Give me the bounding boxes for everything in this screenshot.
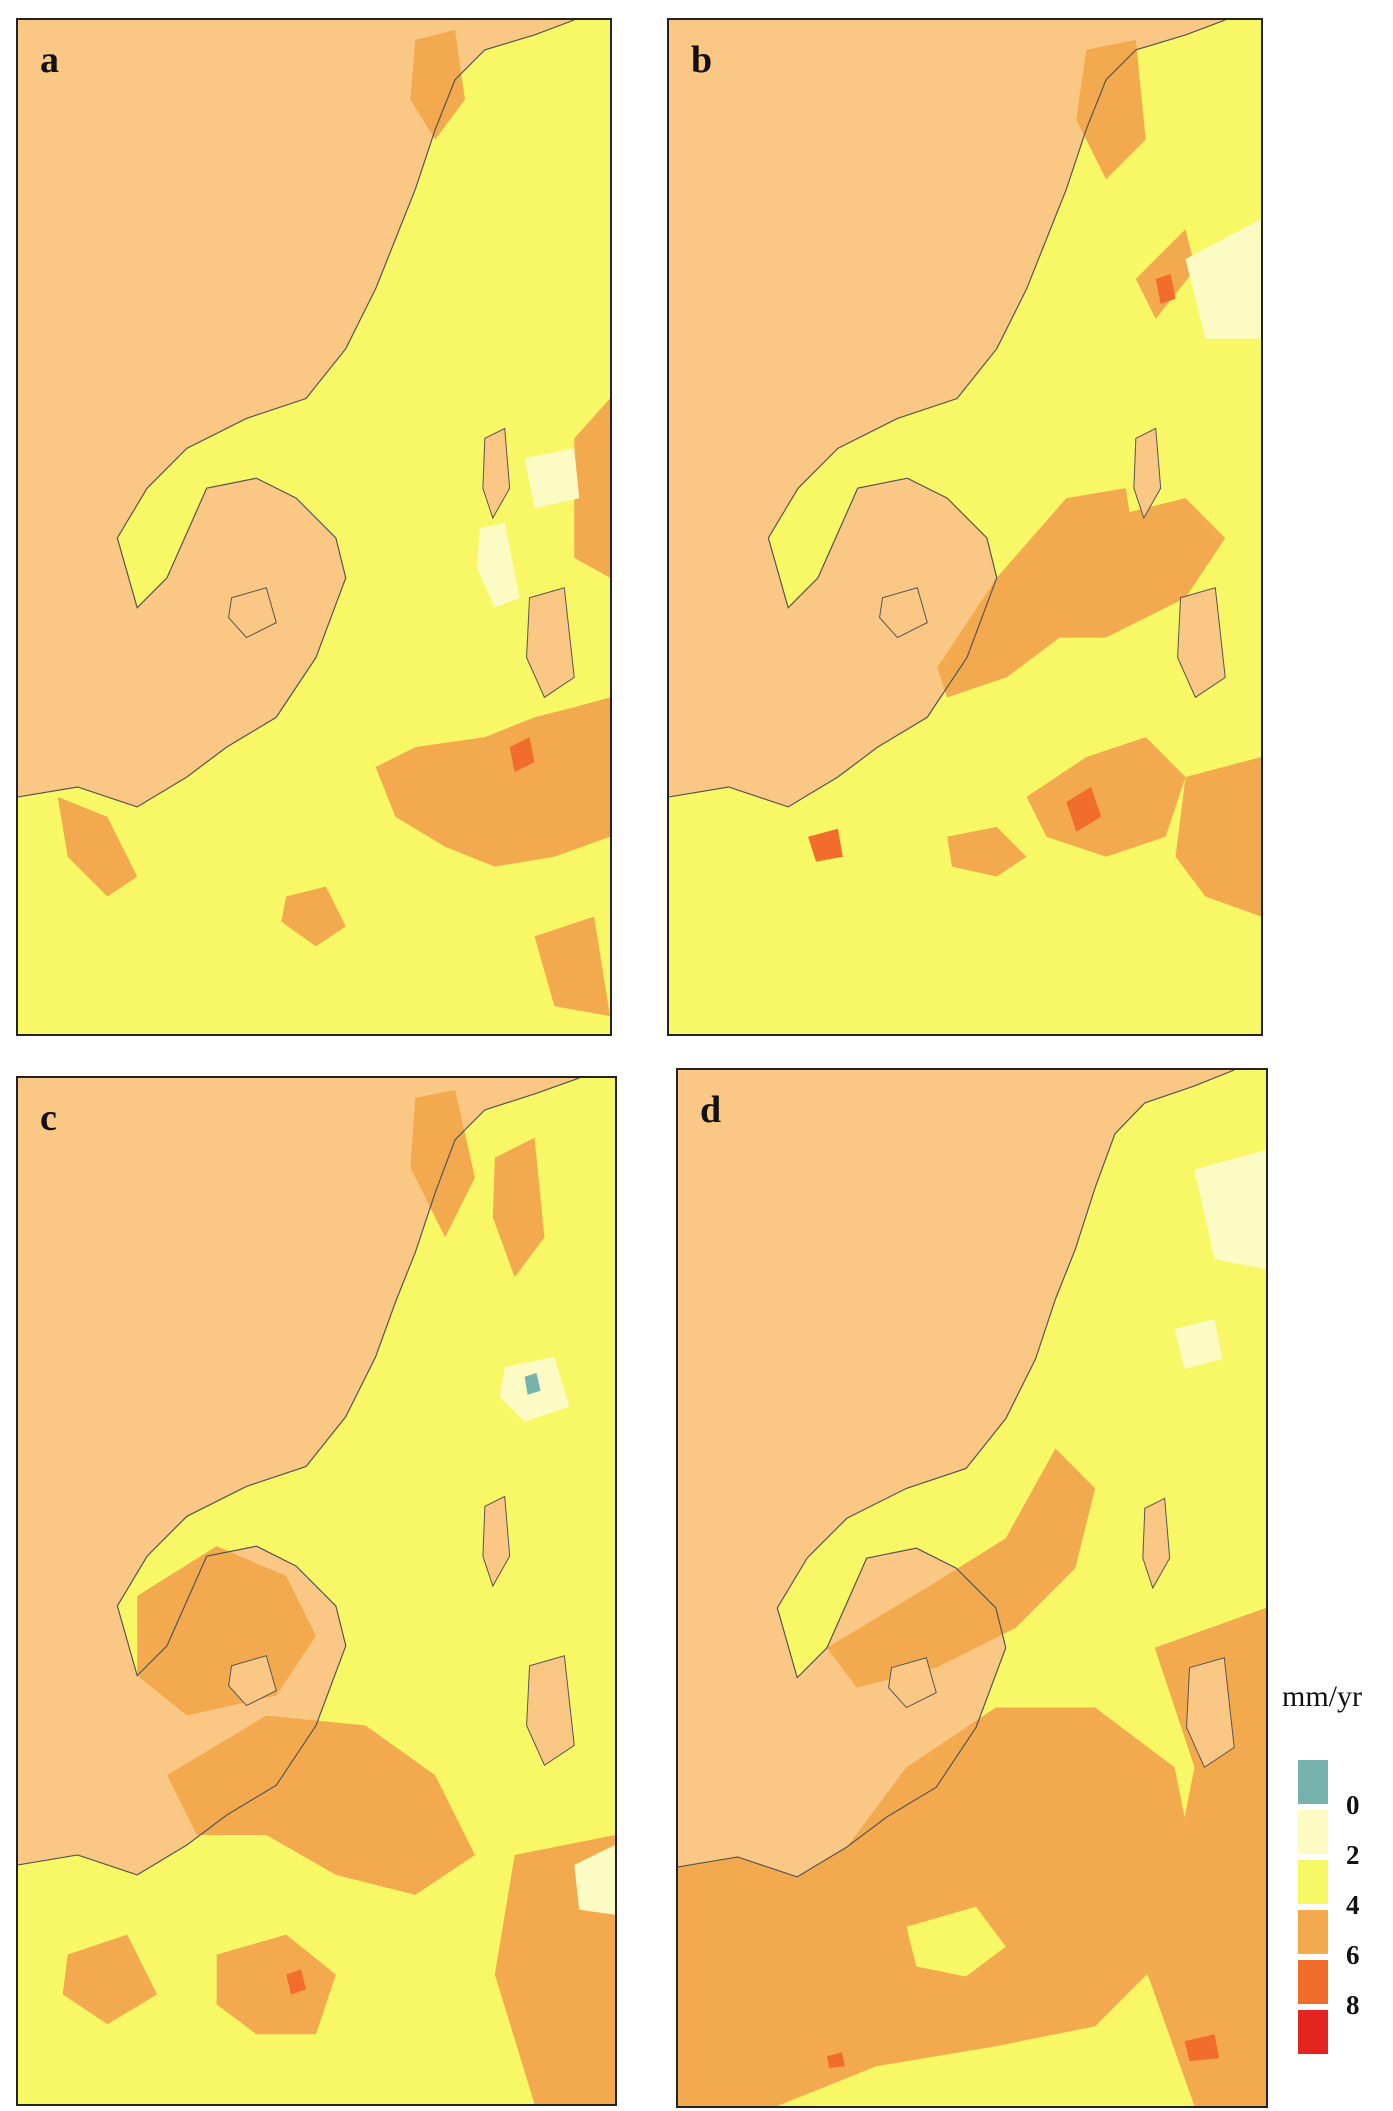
- legend-color-box: [1298, 1910, 1328, 1954]
- legend-color-box: [1298, 1860, 1328, 1904]
- sea-high-zone: [1026, 498, 1226, 638]
- map-panel-b: b: [667, 18, 1263, 1036]
- island-outline: [888, 1657, 937, 1709]
- coastline: [18, 20, 575, 808]
- sea-low-zone: [1185, 219, 1261, 339]
- sea-level-trend-map-d: [678, 1070, 1266, 2106]
- island-outline: [879, 587, 928, 639]
- legend-tick-label: 4: [1346, 1890, 1360, 1920]
- island-outline: [526, 1655, 575, 1767]
- sea-very-high-zone: [1155, 273, 1176, 304]
- island-outline: [482, 1495, 511, 1588]
- sea-high-zone: [57, 796, 138, 897]
- coastline: [678, 1070, 1235, 1878]
- coastline: [669, 20, 1226, 808]
- map-panel-a: a: [16, 18, 612, 1036]
- sea-low-zone: [574, 1845, 615, 1915]
- sea-high-zone: [216, 1934, 336, 2035]
- island-outline: [228, 1655, 277, 1707]
- sea-high-zone: [375, 697, 610, 867]
- legend-tick-label: 0: [1346, 1790, 1360, 1820]
- panel-label: d: [700, 1089, 722, 1131]
- sea-high-zone: [574, 398, 610, 578]
- sea-high-zone: [678, 1707, 1195, 2106]
- sea-high-zone: [534, 916, 610, 1017]
- island-outline: [1177, 587, 1226, 699]
- sea-high-zone: [947, 826, 1027, 877]
- legend-tick-label: 6: [1346, 1940, 1360, 1970]
- sea-high-zone: [410, 1089, 475, 1238]
- sea-very-high-zone: [509, 737, 535, 773]
- sea-high-zone: [281, 886, 346, 947]
- sea-high-zone: [1026, 737, 1186, 857]
- sea-very-high-zone: [1184, 2034, 1220, 2062]
- sea-high-zone: [62, 1934, 158, 2025]
- sea-high-zone: [1135, 229, 1196, 319]
- sea-level-trend-map-c: [18, 1078, 615, 2104]
- island-outline: [1186, 1657, 1235, 1769]
- panel-label: b: [691, 39, 713, 81]
- sea-very-high-zone: [1066, 786, 1102, 832]
- legend-color-box: [1298, 1760, 1328, 1804]
- sea-level-trend-map-a: [18, 20, 610, 1034]
- island-outline: [526, 587, 575, 699]
- color-legend: mm/yr 0 2 4 6 8: [1270, 1680, 1390, 2100]
- legend-color-box: [1298, 2010, 1328, 2054]
- sea-mid-zone: [906, 1906, 1006, 1977]
- sea-low-zone: [1194, 1149, 1266, 1270]
- sea-high-zone: [167, 1715, 475, 1895]
- map-panel-d: d: [676, 1068, 1268, 2108]
- island-outline: [1133, 427, 1162, 520]
- island-outline: [1142, 1497, 1171, 1590]
- sea-high-zone: [1076, 39, 1146, 180]
- panel-label: a: [40, 39, 59, 81]
- sea-high-zone: [826, 1448, 1096, 1688]
- sea-low-zone: [524, 448, 580, 509]
- panel-label: c: [40, 1097, 57, 1139]
- sea-high-zone: [1175, 757, 1261, 917]
- coastline: [18, 1078, 580, 1876]
- map-panel-c: c: [16, 1076, 617, 2106]
- legend-color-box: [1298, 1810, 1328, 1854]
- island-outline: [482, 427, 511, 520]
- sea-very-high-zone: [826, 2052, 845, 2069]
- sea-high-zone: [410, 29, 465, 140]
- sea-low-zone: [476, 523, 520, 608]
- sea-high-zone: [492, 1137, 545, 1278]
- sea-low-zone: [1174, 1319, 1223, 1369]
- legend-unit: mm/yr: [1282, 1680, 1362, 1713]
- sea-high-zone: [1144, 1607, 1266, 2106]
- legend-tick-label: 8: [1346, 1990, 1360, 2020]
- island-outline: [228, 587, 277, 639]
- legend-color-box: [1298, 1960, 1328, 2004]
- legend-tick-label: 2: [1346, 1840, 1360, 1870]
- sea-very-high-zone: [286, 1969, 307, 1995]
- sea-negative-zone: [524, 1372, 541, 1395]
- sea-level-trend-map-b: [669, 20, 1261, 1034]
- sea-very-high-zone: [808, 828, 843, 862]
